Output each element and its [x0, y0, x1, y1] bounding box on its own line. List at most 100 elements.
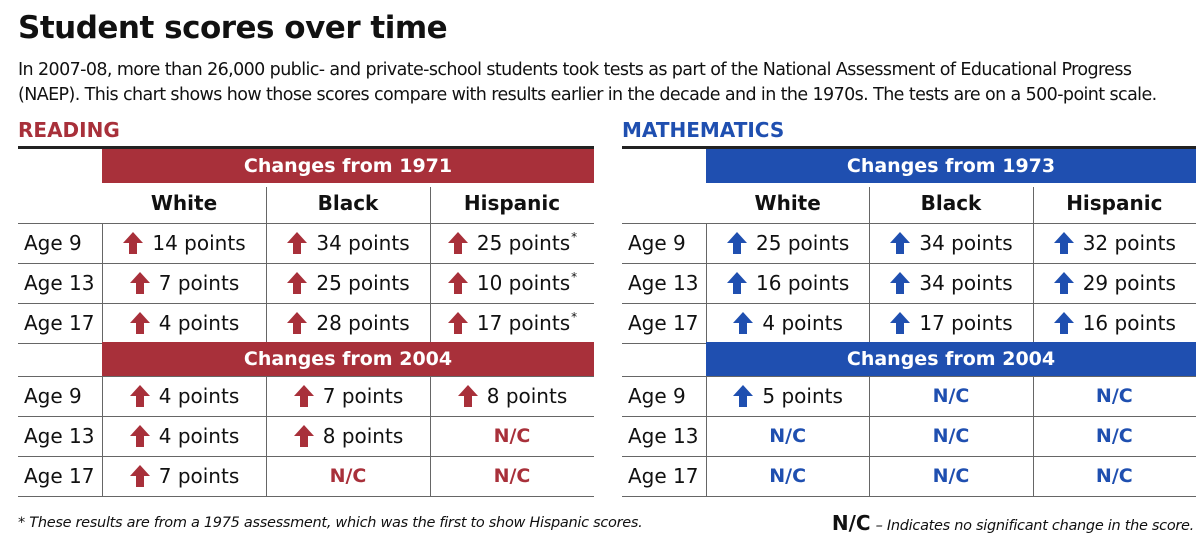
row-label: Age 13: [24, 424, 95, 448]
table-cell: 7 points: [102, 263, 266, 303]
change-value: 16 points: [756, 271, 850, 295]
nc-legend: N/C – Indicates no significant change in…: [832, 511, 1194, 535]
row-divider: [622, 456, 1196, 457]
column-divider: [1032, 187, 1034, 223]
table-cell: 16 points: [1033, 303, 1196, 343]
row-label: Age 17: [24, 311, 95, 335]
column-divider: [869, 376, 871, 416]
up-arrow-icon: [293, 425, 314, 447]
column-divider: [706, 416, 707, 456]
up-arrow-icon: [890, 312, 911, 334]
column-divider: [706, 223, 707, 263]
row-label: Age 13: [24, 271, 95, 295]
column-divider: [430, 376, 431, 416]
row-label: Age 9: [628, 231, 686, 255]
no-change-text: N/C: [493, 465, 531, 487]
up-arrow-icon: [129, 465, 150, 487]
up-arrow-icon: [287, 312, 308, 334]
group-header: Changes from 2004: [706, 342, 1196, 376]
page-title: Student scores over time: [18, 10, 448, 46]
group-header: Changes from 1973: [706, 149, 1196, 183]
footnote-marker: *: [571, 310, 578, 324]
up-arrow-icon: [287, 272, 308, 294]
table-top-rule: [18, 146, 594, 149]
up-arrow-icon: [457, 385, 478, 407]
up-arrow-icon: [890, 272, 911, 294]
up-arrow-icon: [447, 312, 468, 334]
change-value: 4 points: [762, 311, 843, 335]
row-divider: [622, 496, 1196, 497]
column-divider: [266, 223, 267, 263]
up-arrow-icon: [129, 425, 150, 447]
change-value: 34 points: [919, 271, 1013, 295]
table-cell: N/C: [869, 456, 1032, 496]
change-value: 8 points: [486, 384, 568, 408]
reading-table: Changes from 1971 White Black Hispanic Age 9…: [18, 146, 594, 498]
row-divider: [18, 496, 594, 497]
math-section-label: MATHEMATICS: [622, 118, 785, 142]
intro-text: In 2007-08, more than 26,000 public- and…: [18, 58, 1198, 108]
nc-key: N/C: [831, 511, 871, 535]
table-cell: 10 points *: [430, 263, 594, 303]
group-header: Changes from 1971: [102, 149, 594, 183]
table-cell: N/C: [430, 416, 594, 456]
row-label: Age 13: [628, 424, 699, 448]
footnote-marker: *: [571, 270, 578, 284]
change-value: 32 points: [1082, 231, 1176, 255]
footnote-marker: *: [571, 230, 578, 244]
row-divider: [622, 303, 1196, 304]
column-divider: [1032, 376, 1034, 416]
change-value: 17 points: [476, 311, 571, 335]
column-divider: [266, 187, 267, 223]
table-cell: 8 points: [266, 416, 430, 456]
change-value: 25 points: [476, 231, 571, 255]
column-divider: [706, 263, 707, 303]
row-label: Age 17: [628, 464, 699, 488]
column-divider: [102, 416, 103, 456]
nc-description: – Indicates no significant change in the…: [875, 518, 1195, 534]
up-arrow-icon: [123, 232, 144, 254]
math-table: Changes from 1973 White Black Hispanic Age 9…: [622, 146, 1196, 498]
up-arrow-icon: [293, 385, 314, 407]
change-value: 25 points: [756, 231, 850, 255]
column-divider: [430, 456, 431, 496]
row-label: Age 9: [628, 384, 686, 408]
no-change-text: N/C: [932, 465, 970, 487]
column-divider: [266, 263, 267, 303]
up-arrow-icon: [890, 232, 911, 254]
change-value: 34 points: [316, 231, 410, 255]
change-value: 28 points: [316, 311, 410, 335]
row-divider: [18, 223, 594, 224]
column-divider: [266, 303, 267, 343]
table-cell: 8 points: [430, 376, 594, 416]
up-arrow-icon: [129, 312, 150, 334]
column-divider: [869, 187, 871, 223]
column-divider: [266, 376, 267, 416]
table-cell: 5 points: [706, 376, 869, 416]
no-change-text: N/C: [769, 425, 807, 447]
no-change-text: N/C: [932, 385, 970, 407]
no-change-text: N/C: [329, 465, 367, 487]
table-cell: N/C: [869, 376, 1032, 416]
table-cell: 32 points: [1033, 223, 1196, 263]
row-divider: [18, 416, 594, 417]
no-change-text: N/C: [1095, 425, 1133, 447]
table-cell: 25 points: [266, 263, 430, 303]
column-header: Black: [920, 191, 982, 215]
column-divider: [1032, 416, 1034, 456]
row-label: Age 9: [24, 384, 82, 408]
up-arrow-icon: [287, 232, 308, 254]
no-change-text: N/C: [1095, 385, 1133, 407]
change-value: 25 points: [316, 271, 410, 295]
change-value: 16 points: [1082, 311, 1176, 335]
change-value: 4 points: [158, 424, 240, 448]
column-divider: [1032, 303, 1034, 343]
table-cell: N/C: [266, 456, 430, 496]
up-arrow-icon: [129, 385, 150, 407]
up-arrow-icon: [1053, 232, 1074, 254]
column-divider: [706, 376, 707, 416]
table-cell: 34 points: [266, 223, 430, 263]
up-arrow-icon: [727, 232, 748, 254]
up-arrow-icon: [1053, 272, 1074, 294]
column-divider: [430, 303, 431, 343]
